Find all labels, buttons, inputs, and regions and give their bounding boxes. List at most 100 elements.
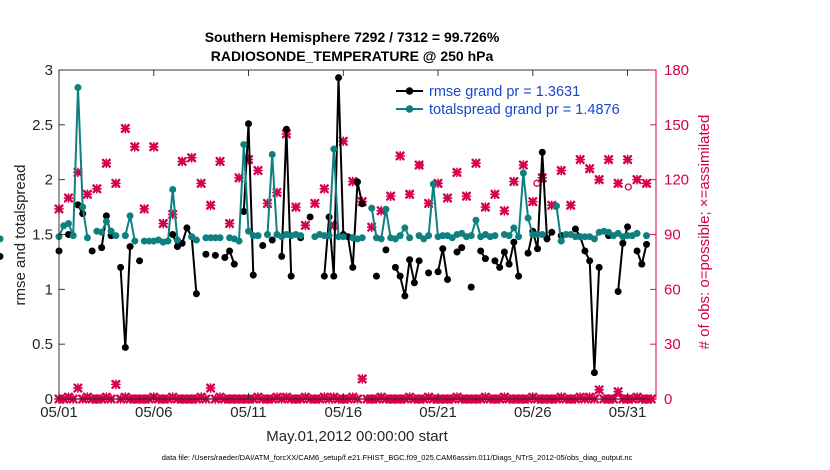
left-axis-ticks: 0 0.5 1 1.5 2 2.5 3 bbox=[32, 62, 65, 408]
x-tick-label-1: 05/06 bbox=[135, 404, 173, 421]
obs-assimilated-point-43 bbox=[461, 191, 472, 201]
obs-assimilated-point-5 bbox=[101, 158, 112, 169]
rmse-point-39 bbox=[240, 207, 248, 215]
rmse-point-69 bbox=[382, 246, 390, 254]
x-tick-label-5: 05/26 bbox=[514, 404, 552, 421]
rmse-point-92 bbox=[491, 257, 499, 265]
totalspread-point-102 bbox=[538, 231, 546, 238]
obs-assimilated-point-3 bbox=[82, 189, 93, 200]
right-tick-label-4: 120 bbox=[664, 172, 689, 189]
obs-assimilated-point-6 bbox=[110, 178, 121, 189]
chart-title-line2: RADIOSONDE_TEMPERATURE @ 250 hPa bbox=[211, 48, 494, 64]
obs-assimilated-point-29 bbox=[328, 220, 339, 231]
obs-assimilated-point-60 bbox=[622, 154, 633, 165]
obs-possible-point-0 bbox=[416, 161, 424, 169]
x-axis-ticks: 05/01 05/06 05/11 05/16 05/21 05/26 05/31 bbox=[40, 70, 646, 421]
rmse-point-56 bbox=[320, 272, 328, 280]
rmse-point-29 bbox=[192, 290, 200, 298]
obs-assimilated-point-59 bbox=[613, 178, 623, 189]
totalspread-point-4 bbox=[74, 84, 82, 92]
totalspread-point-57 bbox=[325, 232, 333, 240]
rmse-point-7 bbox=[88, 247, 96, 255]
totalspread-point-95 bbox=[505, 232, 513, 240]
left-tick-label-0: 0 bbox=[45, 391, 53, 408]
rmse-point-37 bbox=[230, 260, 238, 268]
left-tick-label-1: 0.5 bbox=[32, 336, 53, 353]
totalspread-point-122 bbox=[633, 229, 641, 237]
totalspread-point-2 bbox=[64, 220, 72, 228]
rmse-point-78 bbox=[425, 269, 433, 277]
totalspread-point-88 bbox=[472, 216, 480, 224]
legend-rmse-marker bbox=[405, 87, 414, 95]
obs-bottom-point-4 bbox=[73, 383, 83, 393]
totalspread-point-6 bbox=[83, 234, 91, 242]
totalspread-point-92 bbox=[491, 232, 499, 240]
totalspread-point-68 bbox=[377, 235, 385, 243]
totalspread-point-10 bbox=[102, 217, 110, 225]
obs-assimilated-point-50 bbox=[527, 196, 538, 207]
obs-assimilated-point-37 bbox=[404, 189, 415, 200]
obs-assimilated-point-17 bbox=[215, 156, 225, 167]
obs-assimilated-point-48 bbox=[508, 176, 519, 187]
totalspread-point-97 bbox=[515, 233, 523, 241]
rmse-point-123 bbox=[638, 260, 646, 268]
rmse-point-27 bbox=[183, 224, 191, 232]
totalspread-point-64 bbox=[358, 234, 366, 242]
totalspread-point-29 bbox=[192, 236, 200, 244]
rmse-point-103 bbox=[543, 235, 551, 243]
rmse-point-120 bbox=[624, 223, 632, 231]
obs-assimilated-point-35 bbox=[385, 191, 396, 201]
right-tick-label-0: 0 bbox=[664, 391, 672, 408]
rmse-point-81 bbox=[439, 245, 447, 253]
rmse-point-35 bbox=[221, 254, 229, 262]
obs-assimilated-point-21 bbox=[253, 165, 263, 176]
obs-assimilated-point-28 bbox=[319, 183, 330, 194]
totalspread-point-25 bbox=[173, 236, 181, 244]
obs-assimilated-point-8 bbox=[129, 141, 140, 152]
rmse-point-33 bbox=[211, 251, 219, 259]
rmse-point-109 bbox=[571, 225, 579, 233]
rmse-point-85 bbox=[458, 244, 466, 252]
totalspread-point-99 bbox=[524, 214, 532, 222]
obs-assimilated-point-49 bbox=[518, 160, 529, 170]
rmse-point-101 bbox=[534, 245, 542, 253]
obs-assimilated-point-45 bbox=[480, 202, 491, 212]
y-axis-right-label: # of obs: o=possible; ×=assimilated bbox=[696, 115, 713, 350]
obs-assimilated-point-42 bbox=[452, 167, 462, 178]
totalspread-point-79 bbox=[429, 180, 437, 188]
obs-assimilated-point-47 bbox=[499, 205, 510, 216]
rmse-point-40 bbox=[245, 120, 253, 128]
totalspread-point-42 bbox=[254, 232, 262, 240]
totalspread-point-34 bbox=[216, 234, 224, 242]
right-axis-ticks: 0 30 60 90 120 150 180 bbox=[650, 62, 689, 408]
obs-possible-point-2 bbox=[624, 183, 632, 191]
obs-assimilated-point-25 bbox=[291, 202, 301, 212]
totalspread-point-73 bbox=[401, 224, 409, 232]
obs-assimilated-point-44 bbox=[471, 158, 481, 169]
left-tick-label-5: 2.5 bbox=[32, 117, 53, 134]
totalspread-point-51 bbox=[297, 232, 305, 240]
rmse-point-71 bbox=[391, 263, 399, 271]
obs-bottom-point-118 bbox=[613, 386, 623, 397]
totalspread-point-14 bbox=[121, 232, 129, 240]
totalspread-point-87 bbox=[467, 232, 475, 240]
rmse-point-114 bbox=[595, 263, 603, 271]
rmse-point-95 bbox=[505, 260, 513, 268]
x-tick-label-6: 05/31 bbox=[609, 404, 647, 421]
rmse-point-41 bbox=[249, 271, 257, 279]
rmse-point-119 bbox=[619, 239, 627, 247]
totalspread-point-60 bbox=[339, 233, 347, 241]
legend-spread-label: totalspread grand pr = 1.4876 bbox=[429, 102, 620, 118]
rmse-point-36 bbox=[226, 247, 234, 255]
x-tick-label-3: 05/16 bbox=[325, 404, 363, 421]
rmse-point-13 bbox=[117, 263, 125, 271]
obs-assimilated-point-11 bbox=[158, 218, 169, 229]
totalspread-point-105 bbox=[553, 202, 560, 210]
right-tick-label-1: 30 bbox=[664, 336, 681, 353]
rmse-point-47 bbox=[278, 252, 286, 260]
totalspread-point-12 bbox=[112, 232, 120, 240]
obs-bottom-point-12 bbox=[110, 379, 121, 390]
totalspread-point-39 bbox=[240, 141, 248, 149]
